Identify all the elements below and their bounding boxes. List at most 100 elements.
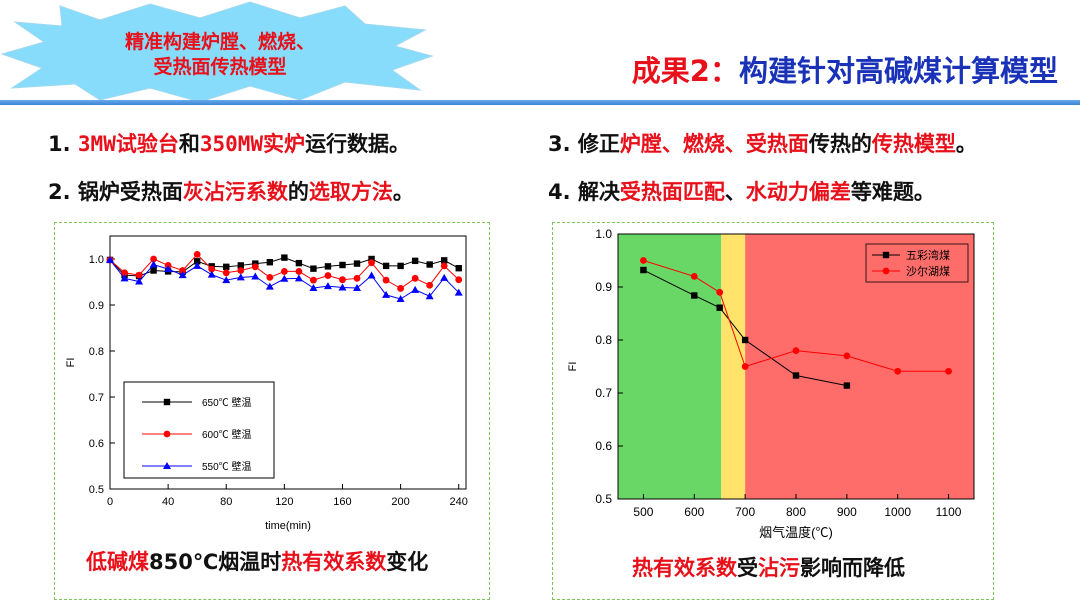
bullet-number: 4. [548, 180, 578, 204]
title-starburst [0, 1, 434, 103]
data-point [323, 282, 332, 290]
y-tick-label: 0.9 [89, 300, 104, 312]
bullet-3: 3. 修正炉膛、燃烧、受热面传热的传热模型。 [548, 128, 977, 158]
data-point [397, 262, 404, 270]
data-point [440, 273, 449, 281]
data-point [236, 273, 245, 281]
data-point [310, 265, 317, 272]
x-tick-label: 80 [220, 496, 232, 508]
data-point [792, 372, 800, 379]
fouling-time-chart: 0 40 80 120 160 200 240 0.5 0.6 0.7 0.8 0.9 1.0 time(… [65, 235, 468, 532]
left-chart-caption: 低碱煤850℃烟温时热有效系数变化 [86, 546, 428, 576]
caption-text: 变化 [386, 550, 429, 574]
y-tick-label: 0.6 [595, 439, 612, 453]
caption-text: 受 [737, 556, 758, 580]
series-line [643, 260, 949, 372]
data-point [426, 261, 433, 268]
data-point [367, 271, 376, 279]
y-tick-label: 1.0 [595, 227, 612, 241]
data-point [741, 336, 749, 344]
bullet-4: 4. 解决受热面匹配、水动力偏差等难题。 [548, 176, 935, 206]
data-point [193, 258, 201, 265]
legend-marker [882, 267, 890, 275]
burst-line-2: 受热面传热模型 [153, 56, 287, 78]
burst-caption: 精准构建炉膛、燃烧、 受热面传热模型 [60, 30, 380, 80]
bullet-highlight: 灰沾污系数 [182, 180, 288, 204]
right-chart-panel [552, 222, 994, 600]
y-tick-label: 0.9 [595, 280, 612, 294]
y-tick-label: 0.6 [89, 438, 104, 450]
series-0 [640, 266, 851, 389]
data-point [310, 276, 317, 284]
y-tick-label: 0.5 [89, 484, 104, 496]
legend-label: 沙尔湖煤 [906, 265, 950, 278]
bullet-1: 1. 3MW试验台和350MW实炉运行数据。 [48, 128, 410, 158]
legend-label: 550℃ 壁温 [202, 460, 251, 473]
data-point [120, 274, 129, 282]
y-tick-label: 0.5 [595, 492, 612, 506]
data-point [121, 269, 128, 277]
bullet-text: 。 [392, 180, 414, 204]
data-point [455, 276, 463, 284]
data-point [425, 292, 434, 300]
data-point [843, 352, 851, 360]
bullet-2: 2. 锅炉受热面灰沾污系数的选取方法。 [48, 176, 414, 206]
data-point [716, 288, 724, 296]
burst-line-1: 精准构建炉膛、燃烧、 [124, 31, 315, 53]
x-axis-label: 烟气温度(℃) [759, 525, 833, 540]
data-point [222, 276, 231, 284]
data-point [223, 263, 230, 271]
data-point [266, 274, 274, 281]
data-point [106, 255, 114, 263]
bullet-text: 锅炉受热面 [77, 180, 183, 204]
caption-highlight: 沾污 [758, 556, 800, 580]
bullet-highlight: 350MW实炉 [199, 132, 306, 156]
data-point [164, 265, 173, 273]
data-point [324, 272, 332, 279]
legend-marker [163, 398, 171, 406]
data-point [690, 273, 698, 280]
data-point [640, 266, 647, 274]
data-point [208, 265, 216, 273]
data-point [150, 267, 157, 274]
data-point [338, 283, 347, 291]
left-chart-panel [54, 222, 490, 600]
y-tick-label: 0.7 [595, 386, 612, 400]
flue-temperature-chart: 500 600 700 800 900 1000 1100 0.5 0.6 0.7 0.8 0.9 1.… [567, 227, 975, 540]
data-point [295, 259, 303, 267]
data-point [792, 347, 800, 354]
bullet-highlight: 3MW试验台 [77, 132, 179, 156]
data-point [382, 276, 390, 284]
legend-marker [882, 251, 890, 259]
legend-label: 五彩湾煤 [906, 248, 950, 262]
y-tick-label: 1.0 [89, 254, 104, 266]
x-tick-label: 200 [391, 496, 409, 508]
bullet-text: 传热的 [808, 132, 872, 156]
legend-marker [163, 462, 171, 469]
data-point [368, 255, 375, 263]
data-point [843, 382, 851, 389]
legend-label: 650℃ 壁温 [202, 396, 251, 409]
bullet-text: 的 [287, 180, 309, 204]
data-point [193, 251, 201, 258]
right-chart-caption: 热有效系数受沾污影响而降低 [632, 552, 905, 582]
data-point [309, 283, 318, 291]
x-tick-label: 120 [275, 496, 293, 508]
data-point [135, 277, 144, 285]
data-point [237, 262, 244, 269]
background-band-0 [618, 234, 722, 499]
series-line [643, 269, 847, 387]
bullet-text: 和 [178, 132, 200, 156]
caption-highlight: 热有效系数 [632, 556, 737, 580]
legend: 650℃ 壁温 600℃ 壁温 550℃ 壁温 [123, 381, 275, 479]
data-point [135, 271, 143, 279]
data-point [454, 288, 463, 296]
x-tick-label: 1100 [936, 505, 962, 519]
data-point [339, 276, 346, 284]
y-tick-label: 0.8 [89, 346, 104, 358]
data-point [382, 290, 391, 298]
slide-title-main: 构建针对高碱煤计算模型 [738, 54, 1058, 88]
caption-text: 影响而降低 [800, 556, 905, 580]
data-point [741, 363, 749, 370]
